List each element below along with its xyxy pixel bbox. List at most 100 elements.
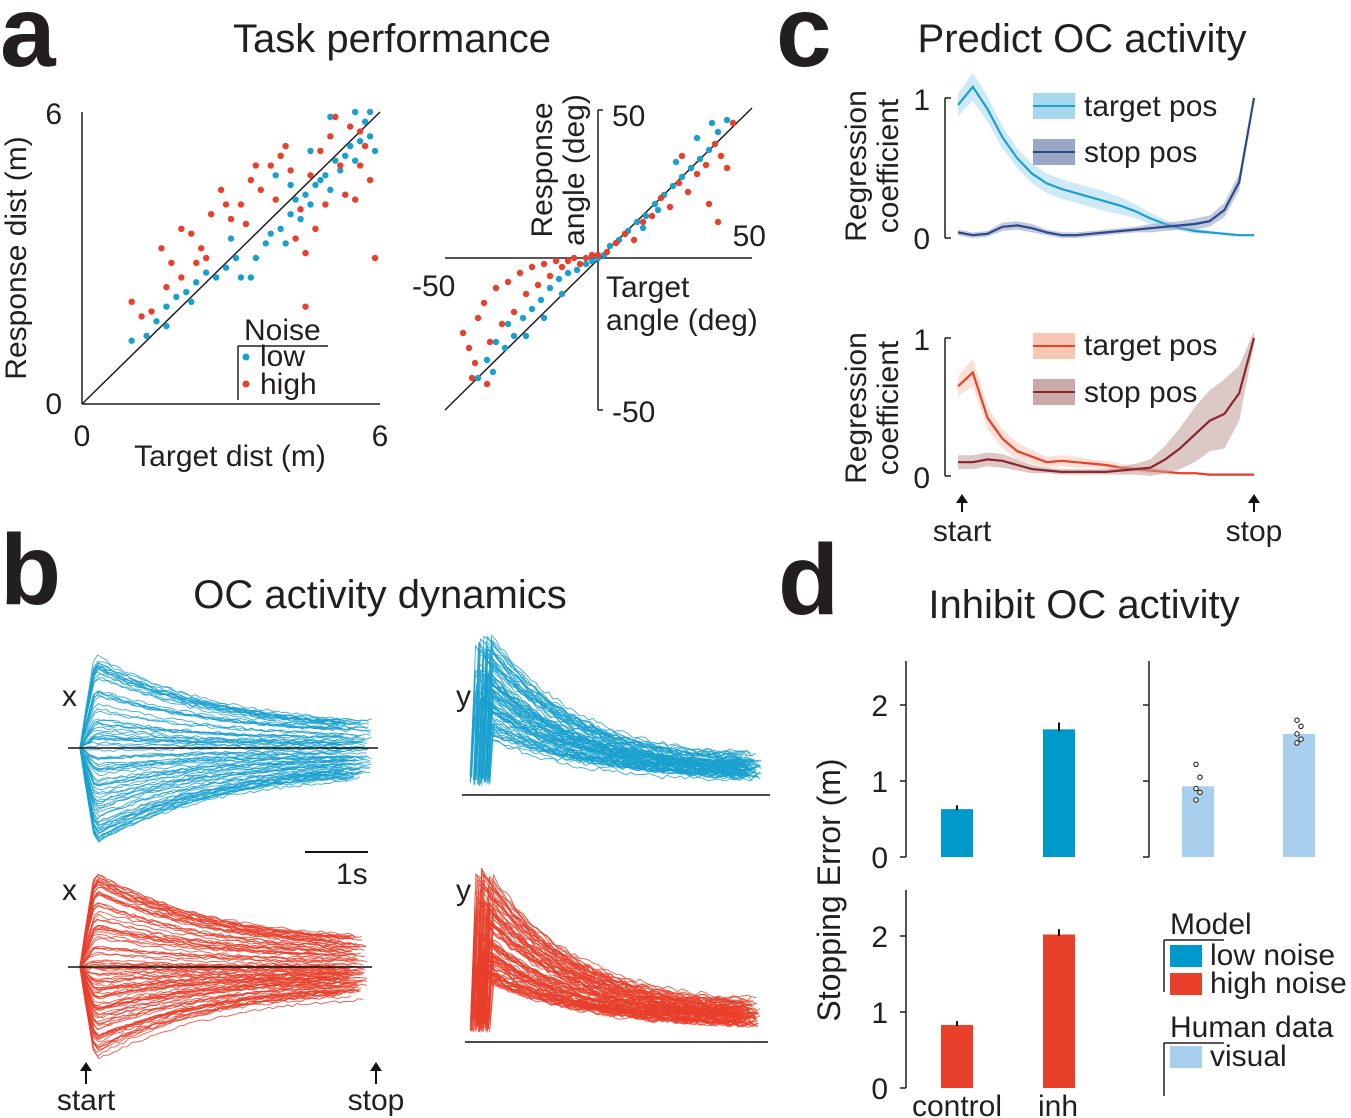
trace (79, 947, 358, 968)
point-high (702, 161, 710, 169)
point-low (356, 138, 364, 145)
legend-title: Noise (244, 314, 321, 347)
activity-traces (79, 634, 762, 1060)
trace (79, 747, 349, 786)
point-low (489, 368, 497, 376)
x-axis-label: Target dist (m) (134, 440, 326, 473)
trace (79, 966, 355, 1042)
point-high (630, 236, 638, 244)
point-low (292, 196, 299, 203)
y-tick-1: 1 (871, 997, 888, 1030)
trace (486, 634, 752, 771)
bar-control (941, 809, 973, 857)
point-high (558, 263, 566, 271)
trace (79, 966, 363, 1027)
point-low (297, 215, 304, 223)
point-low (332, 157, 339, 164)
point-high (648, 212, 656, 220)
trace (79, 966, 341, 1030)
point-high (312, 225, 319, 232)
point-low (277, 225, 284, 232)
trace (79, 966, 343, 1050)
legend-visual-label: visual (1210, 1040, 1287, 1073)
point-high (332, 113, 339, 121)
legend-target-label: target pos (1084, 90, 1217, 123)
point-high (242, 220, 250, 228)
regression-bottom: 1 0 Regression coefficient target pos st… (840, 324, 1282, 548)
trace (79, 747, 348, 841)
trace (79, 737, 352, 750)
point-high (729, 119, 737, 127)
point-low (351, 108, 359, 116)
legend-high-label: high (260, 368, 317, 401)
angle-points (459, 116, 737, 388)
point-low (708, 119, 716, 127)
trace (79, 935, 361, 968)
point-low (582, 260, 590, 268)
noise-legend: Noise low high (237, 314, 328, 401)
x-tick-0: 0 (74, 420, 91, 453)
point-low (654, 206, 662, 214)
point-low (546, 284, 554, 292)
point-high (138, 313, 145, 320)
point-low (327, 113, 334, 121)
point-high (297, 206, 304, 213)
point-low (510, 332, 518, 340)
point-low (272, 172, 279, 179)
y-tick-2: 2 (871, 690, 888, 723)
x-tick-6: 6 (372, 420, 389, 453)
y-axis-label-1: Regression (840, 332, 873, 484)
x-axis-label-1: Target (606, 271, 690, 304)
y-axis-label-2: coefficient (872, 340, 905, 475)
point-low (327, 186, 334, 194)
trace (485, 922, 755, 1024)
trace (480, 898, 749, 1021)
trace (478, 650, 748, 774)
point-low (282, 240, 289, 247)
subject-point (1294, 740, 1300, 746)
y-tick-1: 1 (913, 324, 930, 357)
regression-top: 1 0 Regression coefficient target pos st… (840, 72, 1256, 256)
trace (480, 722, 760, 784)
trace (79, 747, 353, 761)
trace-label-x-high: x (62, 874, 77, 907)
legend-stop-label: stop pos (1084, 136, 1197, 169)
point-low (693, 134, 701, 142)
trace (79, 747, 355, 839)
trace (79, 966, 367, 1025)
point-high (723, 164, 731, 172)
point-high (237, 201, 245, 208)
point-low (366, 133, 374, 140)
trace (79, 945, 357, 968)
point-high (287, 167, 294, 174)
point-high (227, 215, 235, 223)
legend-low-label: low (260, 340, 305, 373)
point-high (217, 186, 225, 194)
trace (79, 747, 370, 795)
point-high (347, 123, 354, 130)
x-tick-inh: inh (1038, 1090, 1078, 1118)
trace (79, 966, 337, 1019)
trace (79, 918, 337, 968)
point-high (465, 344, 473, 352)
start-tick-marker: start (933, 494, 992, 548)
trace (79, 880, 364, 968)
trace (79, 966, 336, 1053)
trace-label-y-low: y (456, 680, 471, 713)
point-low (232, 254, 240, 262)
subject-point (1197, 774, 1203, 780)
series-line (957, 370, 1254, 476)
trace (79, 671, 339, 749)
point-low (687, 164, 695, 172)
stop-tick-marker: stop (1226, 494, 1282, 548)
point-low (678, 173, 686, 181)
trace (476, 696, 762, 780)
start-marker: start (57, 1062, 116, 1117)
point-low (555, 275, 563, 283)
trace (79, 966, 352, 1051)
point-high (292, 235, 299, 242)
trace (477, 717, 748, 784)
trace (79, 747, 343, 824)
point-high (356, 128, 364, 135)
point-low (347, 142, 354, 150)
